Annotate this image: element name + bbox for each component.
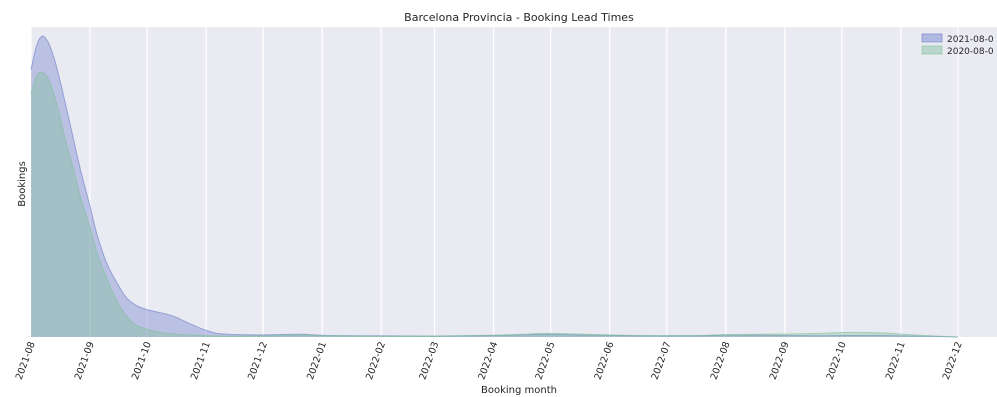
grid-lines xyxy=(30,27,959,337)
series-area-1 xyxy=(31,35,958,338)
x-tick-label: 2022-01 xyxy=(305,340,329,381)
x-tick-label: 2022-12 xyxy=(941,340,965,381)
legend-label-1: 2021-08-0 xyxy=(947,35,994,45)
series-line-1 xyxy=(30,35,959,338)
x-tick-label: 2022-05 xyxy=(534,340,558,381)
legend: 2021-08-0 2020-08-0 xyxy=(921,33,994,57)
x-tick-label: 2021-10 xyxy=(130,340,154,381)
x-tick-label: 2021-12 xyxy=(246,340,270,381)
x-tick-label: 2022-04 xyxy=(476,340,500,381)
x-axis-label: Booking month xyxy=(481,385,557,396)
x-tick-labels: 2021-08 2021-09 2021-10 2021-11 2021-12 2022-… xyxy=(14,340,965,381)
x-tick-label: 2021-09 xyxy=(73,340,97,381)
series-areas xyxy=(30,35,959,338)
x-tick-label: 2022-06 xyxy=(593,340,617,381)
x-tick-label: 2021-08 xyxy=(14,340,38,381)
legend-label-2: 2020-08-0 xyxy=(947,47,994,57)
x-tick-label: 2022-07 xyxy=(650,340,674,381)
x-tick-label: 2022-02 xyxy=(364,340,388,381)
plot-area xyxy=(31,27,997,337)
x-tick-label: 2022-11 xyxy=(884,340,908,381)
x-tick-label: 2022-03 xyxy=(417,340,441,381)
x-tick-label: 2022-08 xyxy=(709,340,733,381)
x-tick-label: 2022-09 xyxy=(768,340,792,381)
series-line-2 xyxy=(30,71,959,338)
x-tick-label: 2022-10 xyxy=(825,340,849,381)
chart-title: Barcelona Provincia - Booking Lead Times xyxy=(404,11,634,24)
y-axis-label: Bookings xyxy=(17,161,28,207)
x-tick-label: 2021-11 xyxy=(189,340,213,381)
legend-swatch-2 xyxy=(921,45,943,55)
legend-swatch-1 xyxy=(921,33,943,43)
